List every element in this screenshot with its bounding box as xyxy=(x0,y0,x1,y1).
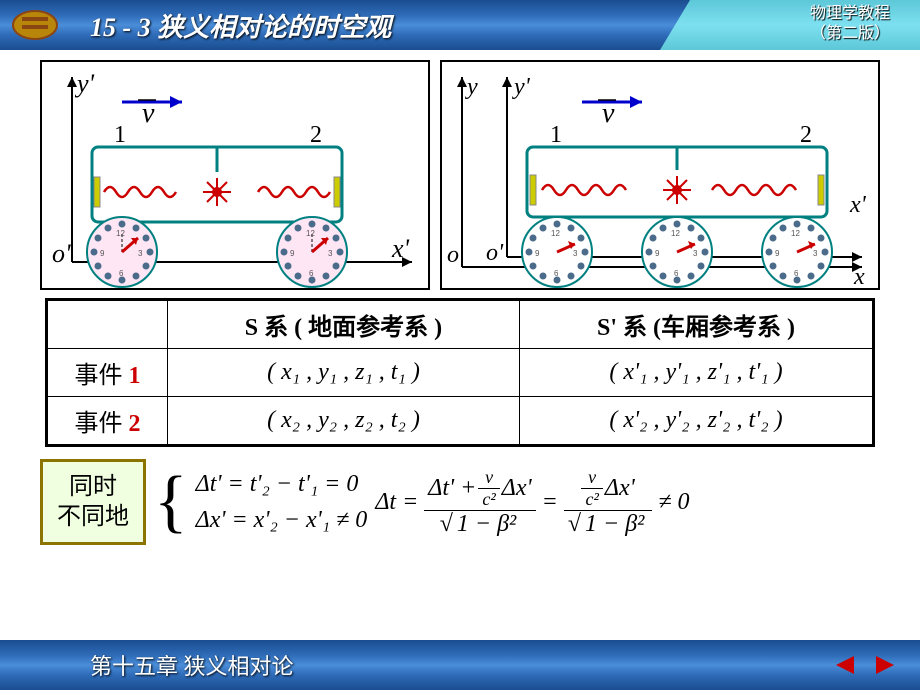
svg-text:2: 2 xyxy=(310,122,322,148)
svg-text:6: 6 xyxy=(794,269,799,278)
table-header-s: S 系 ( 地面参考系 ) xyxy=(168,301,520,349)
nav-buttons xyxy=(830,650,900,680)
svg-text:12: 12 xyxy=(306,229,315,238)
svg-text:12: 12 xyxy=(551,229,560,238)
svg-text:1: 1 xyxy=(550,122,562,148)
svg-text:9: 9 xyxy=(775,249,780,258)
events-table: S 系 ( 地面参考系 ) S' 系 (车厢参考系 ) 事件 1 ( x₁ , … xyxy=(45,298,875,447)
svg-text:6: 6 xyxy=(119,269,124,278)
svg-text:y': y' xyxy=(512,74,531,100)
svg-text:v: v xyxy=(602,98,615,129)
svg-text:y': y' xyxy=(74,69,95,98)
svg-text:6: 6 xyxy=(674,269,679,278)
event-label-2: 事件 2 xyxy=(48,397,168,445)
logo-icon xyxy=(0,0,70,50)
diagram-row: y' x' o' v xyxy=(40,60,880,290)
svg-text:12: 12 xyxy=(116,229,125,238)
table-row: 事件 1 ( x₁ , y₁ , z₁ , t₁ ) ( x'₁ , y'₁ ,… xyxy=(48,349,873,397)
page-title: 15 - 3 狭义相对论的时空观 xyxy=(90,7,391,44)
condition-box: 同时不同地 xyxy=(40,459,146,545)
svg-text:3: 3 xyxy=(573,249,578,258)
lorentz-equation: Δt = Δt' + vc² Δx' √1 − β² = vc² Δx' √1 … xyxy=(375,467,880,538)
svg-text:1: 1 xyxy=(114,122,126,148)
svg-text:3: 3 xyxy=(813,249,818,258)
svg-text:x': x' xyxy=(849,192,867,218)
svg-text:3: 3 xyxy=(138,249,143,258)
svg-text:12: 12 xyxy=(791,229,800,238)
diagram-s-frame: y x o y' x' o' v xyxy=(440,60,880,290)
svg-text:y: y xyxy=(465,74,478,100)
delta-equations: Δt' = t'₂ − t'₁ = 0 Δx' = x'₂ − x'₁ ≠ 0 xyxy=(196,466,368,538)
svg-text:2: 2 xyxy=(800,122,812,148)
equations-row: 同时不同地 { Δt' = t'₂ − t'₁ = 0 Δx' = x'₂ − … xyxy=(40,459,880,545)
brace-icon: { xyxy=(154,462,188,542)
svg-text:o: o xyxy=(447,242,459,268)
svg-text:9: 9 xyxy=(100,249,105,258)
event2-s: ( x₂ , y₂ , z₂ , t₂ ) xyxy=(168,397,520,445)
course-name: 物理学教程（第二版） xyxy=(810,4,890,44)
table-header-empty xyxy=(48,301,168,349)
content-area: y' x' o' v xyxy=(0,50,920,640)
svg-text:9: 9 xyxy=(655,249,660,258)
svg-text:x': x' xyxy=(391,234,410,263)
svg-text:v: v xyxy=(142,98,155,129)
svg-text:9: 9 xyxy=(290,249,295,258)
event-label-1: 事件 1 xyxy=(48,349,168,397)
table-row: 事件 2 ( x₂ , y₂ , z₂ , t₂ ) ( x'₂ , y'₂ ,… xyxy=(48,397,873,445)
table-header-sprime: S' 系 (车厢参考系 ) xyxy=(519,301,872,349)
svg-text:o': o' xyxy=(486,240,504,266)
svg-text:x: x xyxy=(853,264,865,288)
svg-text:o': o' xyxy=(52,239,71,268)
prev-button[interactable] xyxy=(830,650,860,680)
footer-bar: 第十五章 狭义相对论 xyxy=(0,640,920,690)
diagram-s-prime-frame: y' x' o' v xyxy=(40,60,430,290)
next-button[interactable] xyxy=(870,650,900,680)
header-bar: 15 - 3 狭义相对论的时空观 物理学教程（第二版） xyxy=(0,0,920,50)
svg-text:9: 9 xyxy=(535,249,540,258)
svg-text:6: 6 xyxy=(309,269,314,278)
svg-text:12: 12 xyxy=(671,229,680,238)
svg-text:6: 6 xyxy=(554,269,559,278)
chapter-title: 第十五章 狭义相对论 xyxy=(90,649,294,681)
svg-text:3: 3 xyxy=(693,249,698,258)
event2-sprime: ( x'₂ , y'₂ , z'₂ , t'₂ ) xyxy=(519,397,872,445)
event1-s: ( x₁ , y₁ , z₁ , t₁ ) xyxy=(168,349,520,397)
event1-sprime: ( x'₁ , y'₁ , z'₁ , t'₁ ) xyxy=(519,349,872,397)
table-header-row: S 系 ( 地面参考系 ) S' 系 (车厢参考系 ) xyxy=(48,301,873,349)
svg-text:3: 3 xyxy=(328,249,333,258)
